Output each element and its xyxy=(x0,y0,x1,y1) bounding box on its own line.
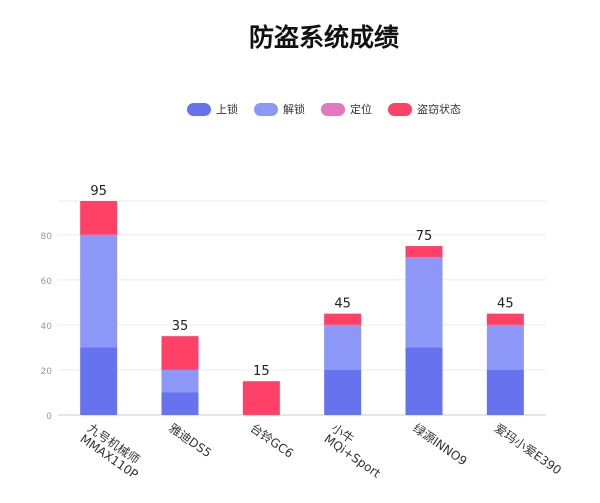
bar-total-label: 15 xyxy=(253,364,270,379)
bar-total-label: 45 xyxy=(497,297,514,312)
bar-segment xyxy=(405,246,443,258)
y-tick-label: 60 xyxy=(41,277,53,287)
bar-segment xyxy=(486,324,524,370)
legend-swatch xyxy=(388,102,412,116)
x-tick-label: 小牛MQi+Sport xyxy=(321,420,391,481)
bar-segment xyxy=(242,381,280,415)
bar-total-label: 35 xyxy=(172,319,189,334)
legend: 上锁 解锁 定位 盗窃状态 xyxy=(0,101,600,117)
x-tick-label: 爱玛小爱E390 xyxy=(492,421,564,477)
y-tick-label: 80 xyxy=(41,232,53,242)
bar-segment xyxy=(405,347,443,415)
legend-item[interactable]: 上锁 xyxy=(187,101,238,117)
bar-segment xyxy=(486,313,524,325)
y-tick-label: 20 xyxy=(41,367,53,377)
bar-segment xyxy=(161,336,199,370)
legend-label: 定位 xyxy=(350,103,372,116)
x-tick-label: 雅迪DS5 xyxy=(166,420,214,460)
bar-segment xyxy=(161,369,199,393)
bar-segment xyxy=(405,257,443,348)
legend-item[interactable]: 盗窃状态 xyxy=(388,101,461,117)
x-tick-label: 台铃GC6 xyxy=(248,420,297,461)
legend-label: 解锁 xyxy=(283,103,305,116)
bar-segment xyxy=(486,369,524,415)
bar-segment xyxy=(161,392,199,415)
bar-total-label: 45 xyxy=(334,297,351,312)
legend-item[interactable]: 定位 xyxy=(321,101,372,117)
legend-swatch xyxy=(254,102,278,116)
chart-title: 防盗系统成绩 xyxy=(248,23,399,52)
bar-segment xyxy=(324,324,362,370)
bar-segment xyxy=(324,369,362,415)
x-tick-label: 绿源INNO9 xyxy=(410,420,470,468)
bar-segment xyxy=(80,347,118,415)
bar-segment xyxy=(80,201,118,235)
y-tick-label: 0 xyxy=(46,412,52,422)
bar-total-label: 95 xyxy=(90,184,107,199)
y-tick-label: 40 xyxy=(41,322,53,332)
x-tick-label: 九号机械师MMAX110P xyxy=(77,420,148,482)
legend-item[interactable]: 解锁 xyxy=(254,101,305,117)
legend-swatch xyxy=(187,102,211,116)
bar-total-label: 75 xyxy=(416,229,433,244)
bar-segment xyxy=(324,313,362,325)
legend-label: 盗窃状态 xyxy=(417,103,461,116)
legend-label: 上锁 xyxy=(216,103,238,116)
bar-segment xyxy=(80,234,118,348)
legend-swatch xyxy=(321,102,345,116)
